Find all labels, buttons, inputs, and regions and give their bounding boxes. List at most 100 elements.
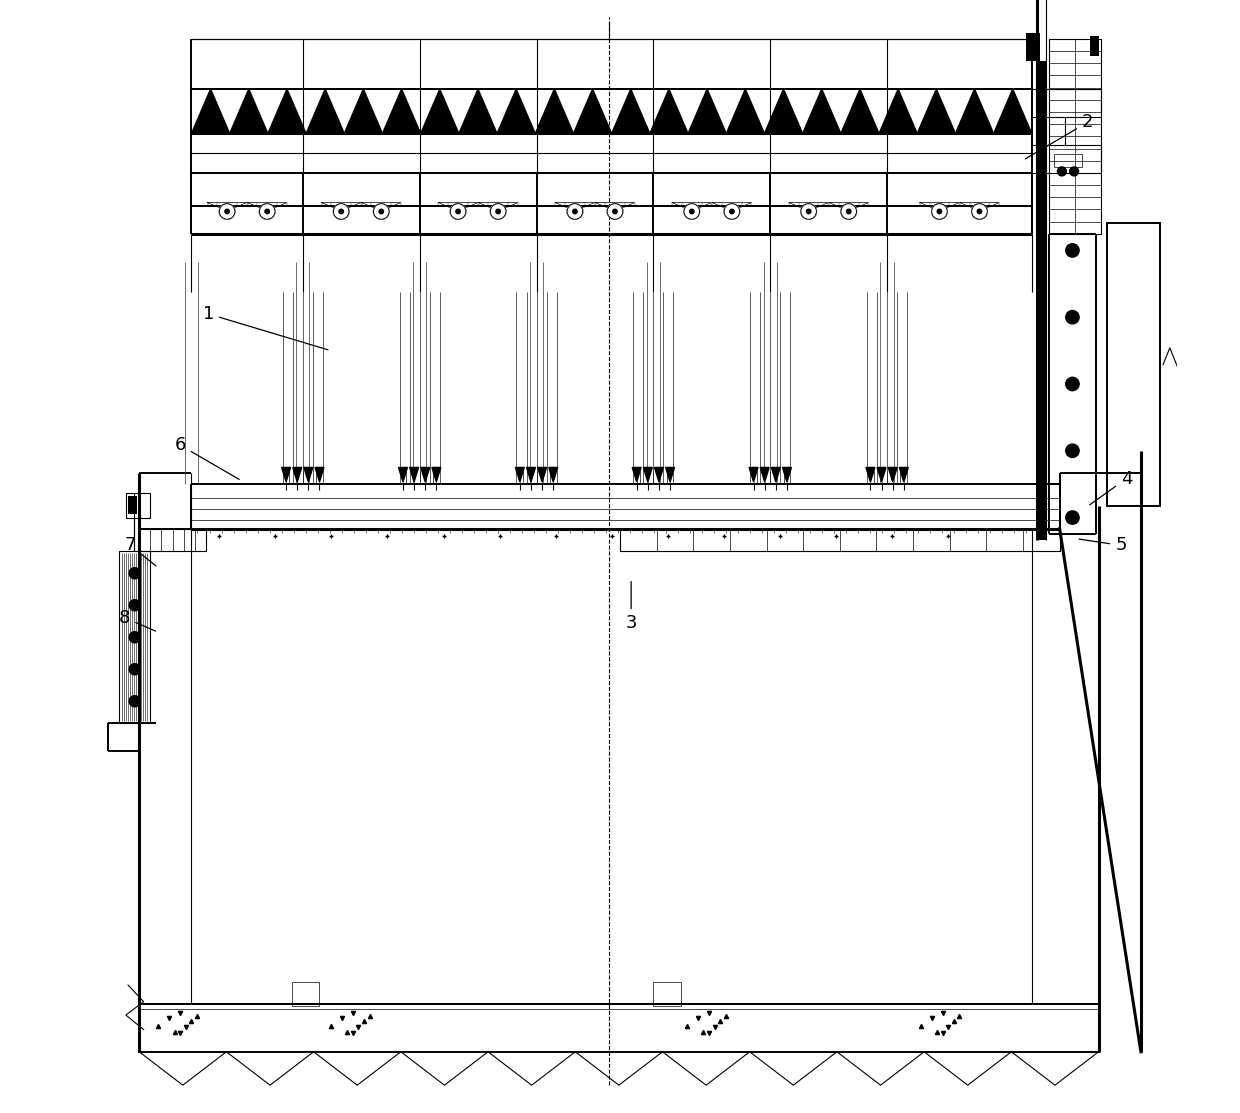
Bar bbox=[291, 982, 320, 1006]
Polygon shape bbox=[611, 89, 650, 134]
Circle shape bbox=[684, 204, 699, 219]
Circle shape bbox=[801, 204, 816, 219]
Polygon shape bbox=[538, 467, 547, 482]
Polygon shape bbox=[771, 467, 780, 482]
Circle shape bbox=[450, 204, 466, 219]
Polygon shape bbox=[866, 467, 875, 482]
Polygon shape bbox=[315, 467, 324, 482]
Circle shape bbox=[608, 204, 622, 219]
Circle shape bbox=[1065, 511, 1079, 524]
Polygon shape bbox=[899, 467, 908, 482]
Circle shape bbox=[724, 204, 739, 219]
Circle shape bbox=[1070, 167, 1079, 176]
Text: 8: 8 bbox=[119, 609, 155, 631]
Circle shape bbox=[450, 204, 466, 219]
Circle shape bbox=[847, 209, 851, 214]
Polygon shape bbox=[293, 467, 301, 482]
Bar bbox=[119, 551, 150, 723]
Polygon shape bbox=[760, 467, 769, 482]
Bar bbox=[1090, 36, 1099, 56]
Circle shape bbox=[1065, 311, 1079, 324]
Polygon shape bbox=[918, 89, 955, 134]
Polygon shape bbox=[516, 467, 525, 482]
Polygon shape bbox=[666, 467, 675, 482]
Bar bbox=[620, 529, 1060, 551]
Circle shape bbox=[219, 204, 234, 219]
Bar bbox=[191, 134, 1032, 173]
Circle shape bbox=[219, 204, 234, 219]
Circle shape bbox=[567, 204, 583, 219]
Circle shape bbox=[259, 204, 275, 219]
Polygon shape bbox=[420, 467, 430, 482]
Bar bbox=[1107, 223, 1159, 506]
Circle shape bbox=[259, 204, 275, 219]
Bar bbox=[139, 1004, 1099, 1052]
Circle shape bbox=[334, 204, 348, 219]
Circle shape bbox=[379, 209, 383, 214]
Polygon shape bbox=[841, 89, 879, 134]
Circle shape bbox=[689, 209, 694, 214]
Polygon shape bbox=[459, 89, 497, 134]
Text: 6: 6 bbox=[175, 436, 239, 480]
Polygon shape bbox=[345, 89, 382, 134]
Polygon shape bbox=[268, 89, 306, 134]
Circle shape bbox=[1065, 444, 1079, 457]
Polygon shape bbox=[398, 467, 408, 482]
Circle shape bbox=[573, 209, 577, 214]
Bar bbox=[653, 982, 681, 1006]
Text: 7: 7 bbox=[124, 536, 156, 565]
Circle shape bbox=[373, 204, 389, 219]
Circle shape bbox=[1065, 377, 1079, 391]
Circle shape bbox=[931, 204, 947, 219]
Bar bbox=[191, 89, 1032, 134]
Circle shape bbox=[129, 600, 140, 611]
Circle shape bbox=[567, 204, 583, 219]
Circle shape bbox=[729, 209, 734, 214]
Polygon shape bbox=[229, 89, 268, 134]
Polygon shape bbox=[802, 89, 841, 134]
Circle shape bbox=[339, 209, 343, 214]
Polygon shape bbox=[281, 467, 290, 482]
Circle shape bbox=[806, 209, 811, 214]
Circle shape bbox=[613, 209, 618, 214]
Bar bbox=[139, 529, 206, 551]
Polygon shape bbox=[955, 89, 993, 134]
Circle shape bbox=[490, 204, 506, 219]
Bar bbox=[128, 496, 136, 514]
Circle shape bbox=[931, 204, 947, 219]
Polygon shape bbox=[782, 467, 791, 482]
Bar bbox=[1038, 61, 1047, 540]
Circle shape bbox=[977, 209, 982, 214]
Polygon shape bbox=[650, 89, 688, 134]
Polygon shape bbox=[573, 89, 611, 134]
Circle shape bbox=[129, 663, 140, 674]
Polygon shape bbox=[632, 467, 641, 482]
Circle shape bbox=[1065, 244, 1079, 257]
Polygon shape bbox=[644, 467, 652, 482]
Polygon shape bbox=[409, 467, 419, 482]
Text: 3: 3 bbox=[625, 581, 637, 632]
Circle shape bbox=[801, 204, 816, 219]
Polygon shape bbox=[993, 89, 1032, 134]
Polygon shape bbox=[527, 467, 536, 482]
Polygon shape bbox=[688, 89, 727, 134]
Circle shape bbox=[496, 209, 501, 214]
Bar bbox=[1049, 39, 1101, 234]
Polygon shape bbox=[749, 467, 758, 482]
Circle shape bbox=[608, 204, 622, 219]
Text: 2: 2 bbox=[1025, 114, 1094, 159]
Polygon shape bbox=[655, 467, 663, 482]
Circle shape bbox=[1058, 167, 1066, 176]
Polygon shape bbox=[382, 89, 420, 134]
Circle shape bbox=[724, 204, 739, 219]
Bar bbox=[125, 493, 150, 518]
Text: 1: 1 bbox=[202, 305, 327, 349]
Text: 5: 5 bbox=[1079, 536, 1127, 554]
Circle shape bbox=[684, 204, 699, 219]
Circle shape bbox=[129, 696, 140, 707]
Circle shape bbox=[490, 204, 506, 219]
Circle shape bbox=[841, 204, 857, 219]
Polygon shape bbox=[888, 467, 897, 482]
Polygon shape bbox=[420, 89, 459, 134]
Text: 4: 4 bbox=[1090, 470, 1132, 505]
